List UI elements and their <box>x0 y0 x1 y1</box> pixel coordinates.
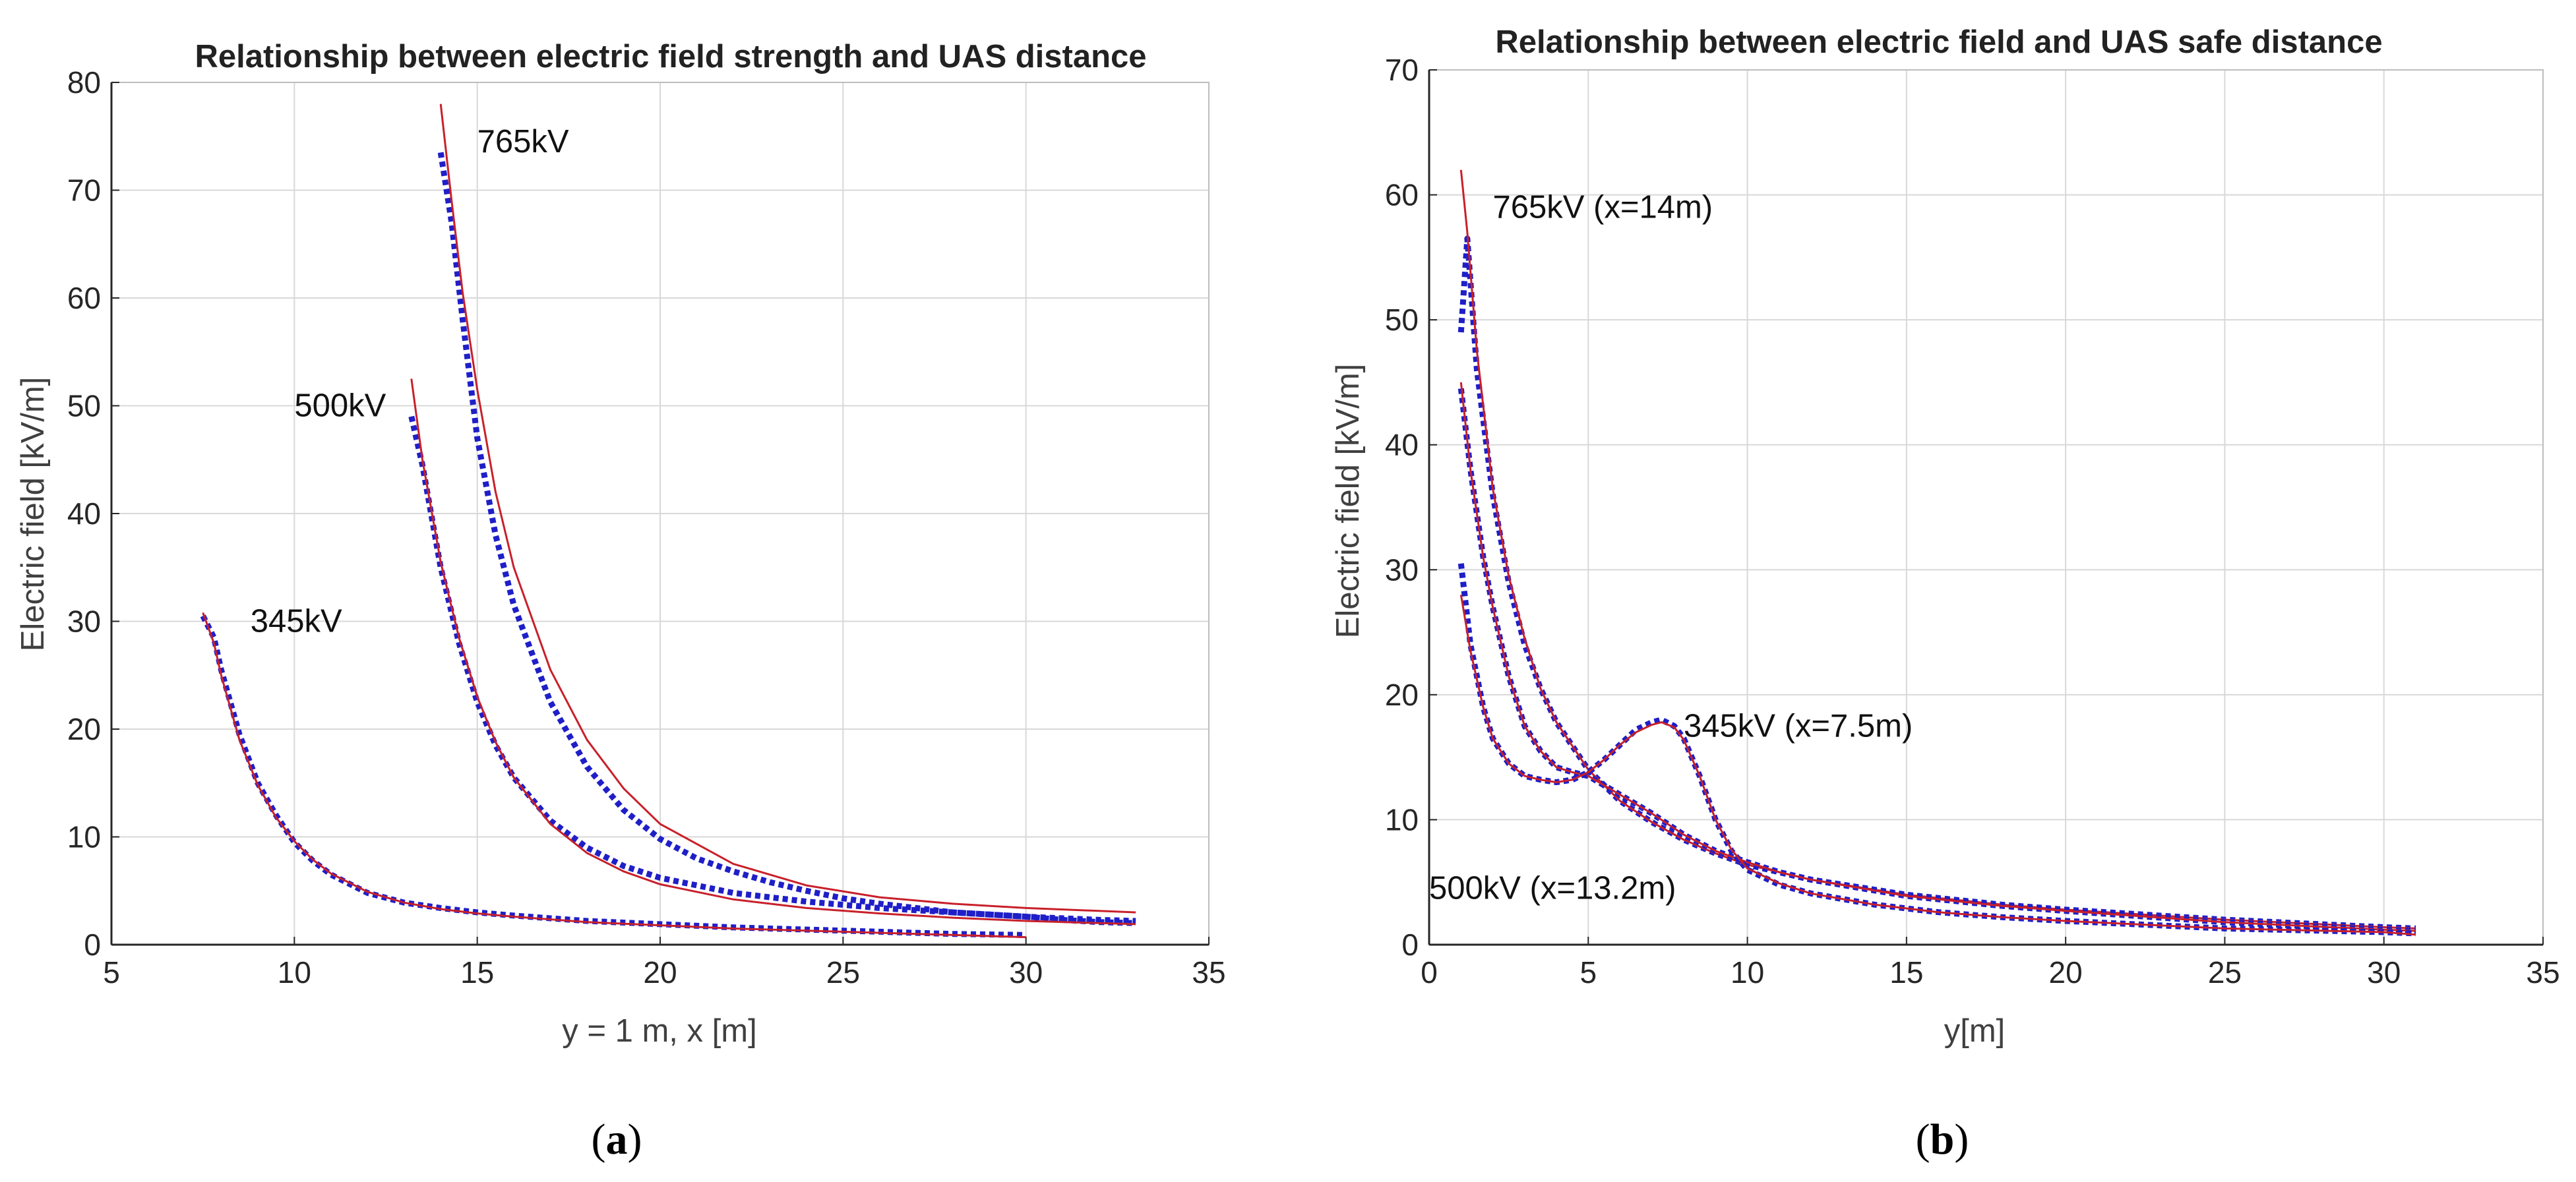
chart-a-subfigure-letter: a <box>606 1115 628 1164</box>
chart-b-subfigure-label: (b) <box>1916 1115 1969 1164</box>
chart-b-x-label: y[m] <box>1944 1013 2006 1049</box>
chart-a-x-tick-label: 10 <box>278 955 311 990</box>
chart-a-subfigure-open: ( <box>592 1115 606 1164</box>
chart-a-subfigure-close: ) <box>628 1115 642 1164</box>
chart-a-series-500kv-measured <box>408 415 1136 924</box>
chart-a-y-tick-label: 10 <box>67 820 101 854</box>
chart-a-series-500kv-fit <box>410 378 1136 926</box>
chart-b-subfigure-letter: b <box>1930 1115 1955 1164</box>
chart-b-ticks: 0 5 10 15 20 25 30 35 0 10 20 30 40 50 60 70 <box>1385 53 2560 990</box>
chart-a-annotation-345kv: 345kV <box>251 604 342 639</box>
chart-b-series-765kv-fit <box>1459 169 2416 930</box>
chart-b-annotation-500kv: 500kV (x=13.2m) <box>1429 871 1676 906</box>
chart-a-x-tick-label: 35 <box>1192 955 1225 990</box>
chart-a-series-765kv-measured <box>437 152 1136 926</box>
chart-b-x-tick-label: 30 <box>2367 955 2401 990</box>
chart-a-y-tick-label: 50 <box>67 389 101 423</box>
chart-a-title: Relationship between electric field stre… <box>195 39 1146 74</box>
chart-a-grid <box>111 82 1210 945</box>
chart-b-annotation-345kv: 345kV (x=7.5m) <box>1684 708 1913 744</box>
chart-a-x-tick-label: 15 <box>460 955 494 990</box>
chart-a-series-765kv-fit <box>439 103 1136 914</box>
chart-a-y-tick-label: 20 <box>67 712 101 746</box>
chart-a-ticks: 5 10 15 20 25 30 35 0 10 20 30 40 50 60 70 80 <box>67 65 1226 990</box>
chart-a-y-tick-label: 80 <box>67 65 101 100</box>
chart-a-y-tick-label: 0 <box>84 928 101 962</box>
chart-b-y-tick-label: 10 <box>1385 802 1419 837</box>
chart-a-annotation-765kv: 765kV <box>477 124 569 160</box>
chart-b-series-345kv-fit <box>1459 594 2416 936</box>
chart-b: Relationship between electric field and … <box>1330 24 2560 1164</box>
chart-b-series-500kv-measured <box>1457 388 2416 934</box>
chart-a-annotation-500kv: 500kV <box>294 388 386 424</box>
chart-a-y-tick-label: 30 <box>67 605 101 639</box>
chart-b-subfigure-open: ( <box>1916 1115 1930 1164</box>
chart-a-y-tick-label: 40 <box>67 496 101 531</box>
chart-b-annotations: 765kV (x=14m) 345kV (x=7.5m) 500kV (x=13.2… <box>1429 190 1913 906</box>
chart-b-annotation-765kv: 765kV (x=14m) <box>1493 190 1713 225</box>
chart-a-y-tick-label: 60 <box>67 281 101 315</box>
chart-b-x-tick-label: 0 <box>1421 955 1438 990</box>
chart-a-y-tick-label: 70 <box>67 173 101 208</box>
chart-b-x-tick-label: 25 <box>2208 955 2242 990</box>
chart-b-y-tick-label: 0 <box>1401 928 1419 962</box>
chart-b-subfigure-close: ) <box>1954 1115 1969 1164</box>
chart-a-x-tick-label: 25 <box>826 955 860 990</box>
chart-b-series-500kv-fit <box>1459 382 2416 932</box>
chart-b-series-765kv-measured <box>1457 235 2416 931</box>
chart-a-series-345kv-fit <box>202 612 1026 939</box>
chart-a-series <box>200 103 1136 939</box>
chart-a-y-label: Electric field [kV/m] <box>15 377 51 652</box>
chart-a-x-tick-label: 5 <box>103 955 120 990</box>
chart-a-x-label: y = 1 m, x [m] <box>562 1013 756 1049</box>
chart-b-x-tick-label: 20 <box>2049 955 2083 990</box>
chart-b-y-tick-label: 20 <box>1385 678 1419 712</box>
chart-a: Relationship between electric field stre… <box>15 39 1226 1164</box>
chart-a-annotations: 765kV 500kV 345kV <box>251 124 569 639</box>
chart-b-x-tick-label: 10 <box>1731 955 1764 990</box>
chart-b-x-tick-label: 15 <box>1889 955 1923 990</box>
chart-b-x-tick-label: 5 <box>1579 955 1597 990</box>
chart-b-y-tick-label: 70 <box>1385 53 1419 87</box>
chart-b-y-tick-label: 50 <box>1385 303 1419 337</box>
chart-b-x-tick-label: 35 <box>2526 955 2560 990</box>
chart-b-y-tick-label: 60 <box>1385 178 1419 212</box>
chart-b-title: Relationship between electric field and … <box>1495 24 2382 60</box>
chart-b-y-tick-label: 30 <box>1385 552 1419 587</box>
chart-b-y-label: Electric field [kV/m] <box>1330 364 1366 639</box>
chart-b-y-tick-label: 40 <box>1385 428 1419 462</box>
chart-a-x-tick-label: 20 <box>643 955 677 990</box>
chart-a-x-tick-label: 30 <box>1009 955 1043 990</box>
chart-a-subfigure-label: (a) <box>592 1115 642 1164</box>
chart-b-series <box>1457 169 2416 937</box>
